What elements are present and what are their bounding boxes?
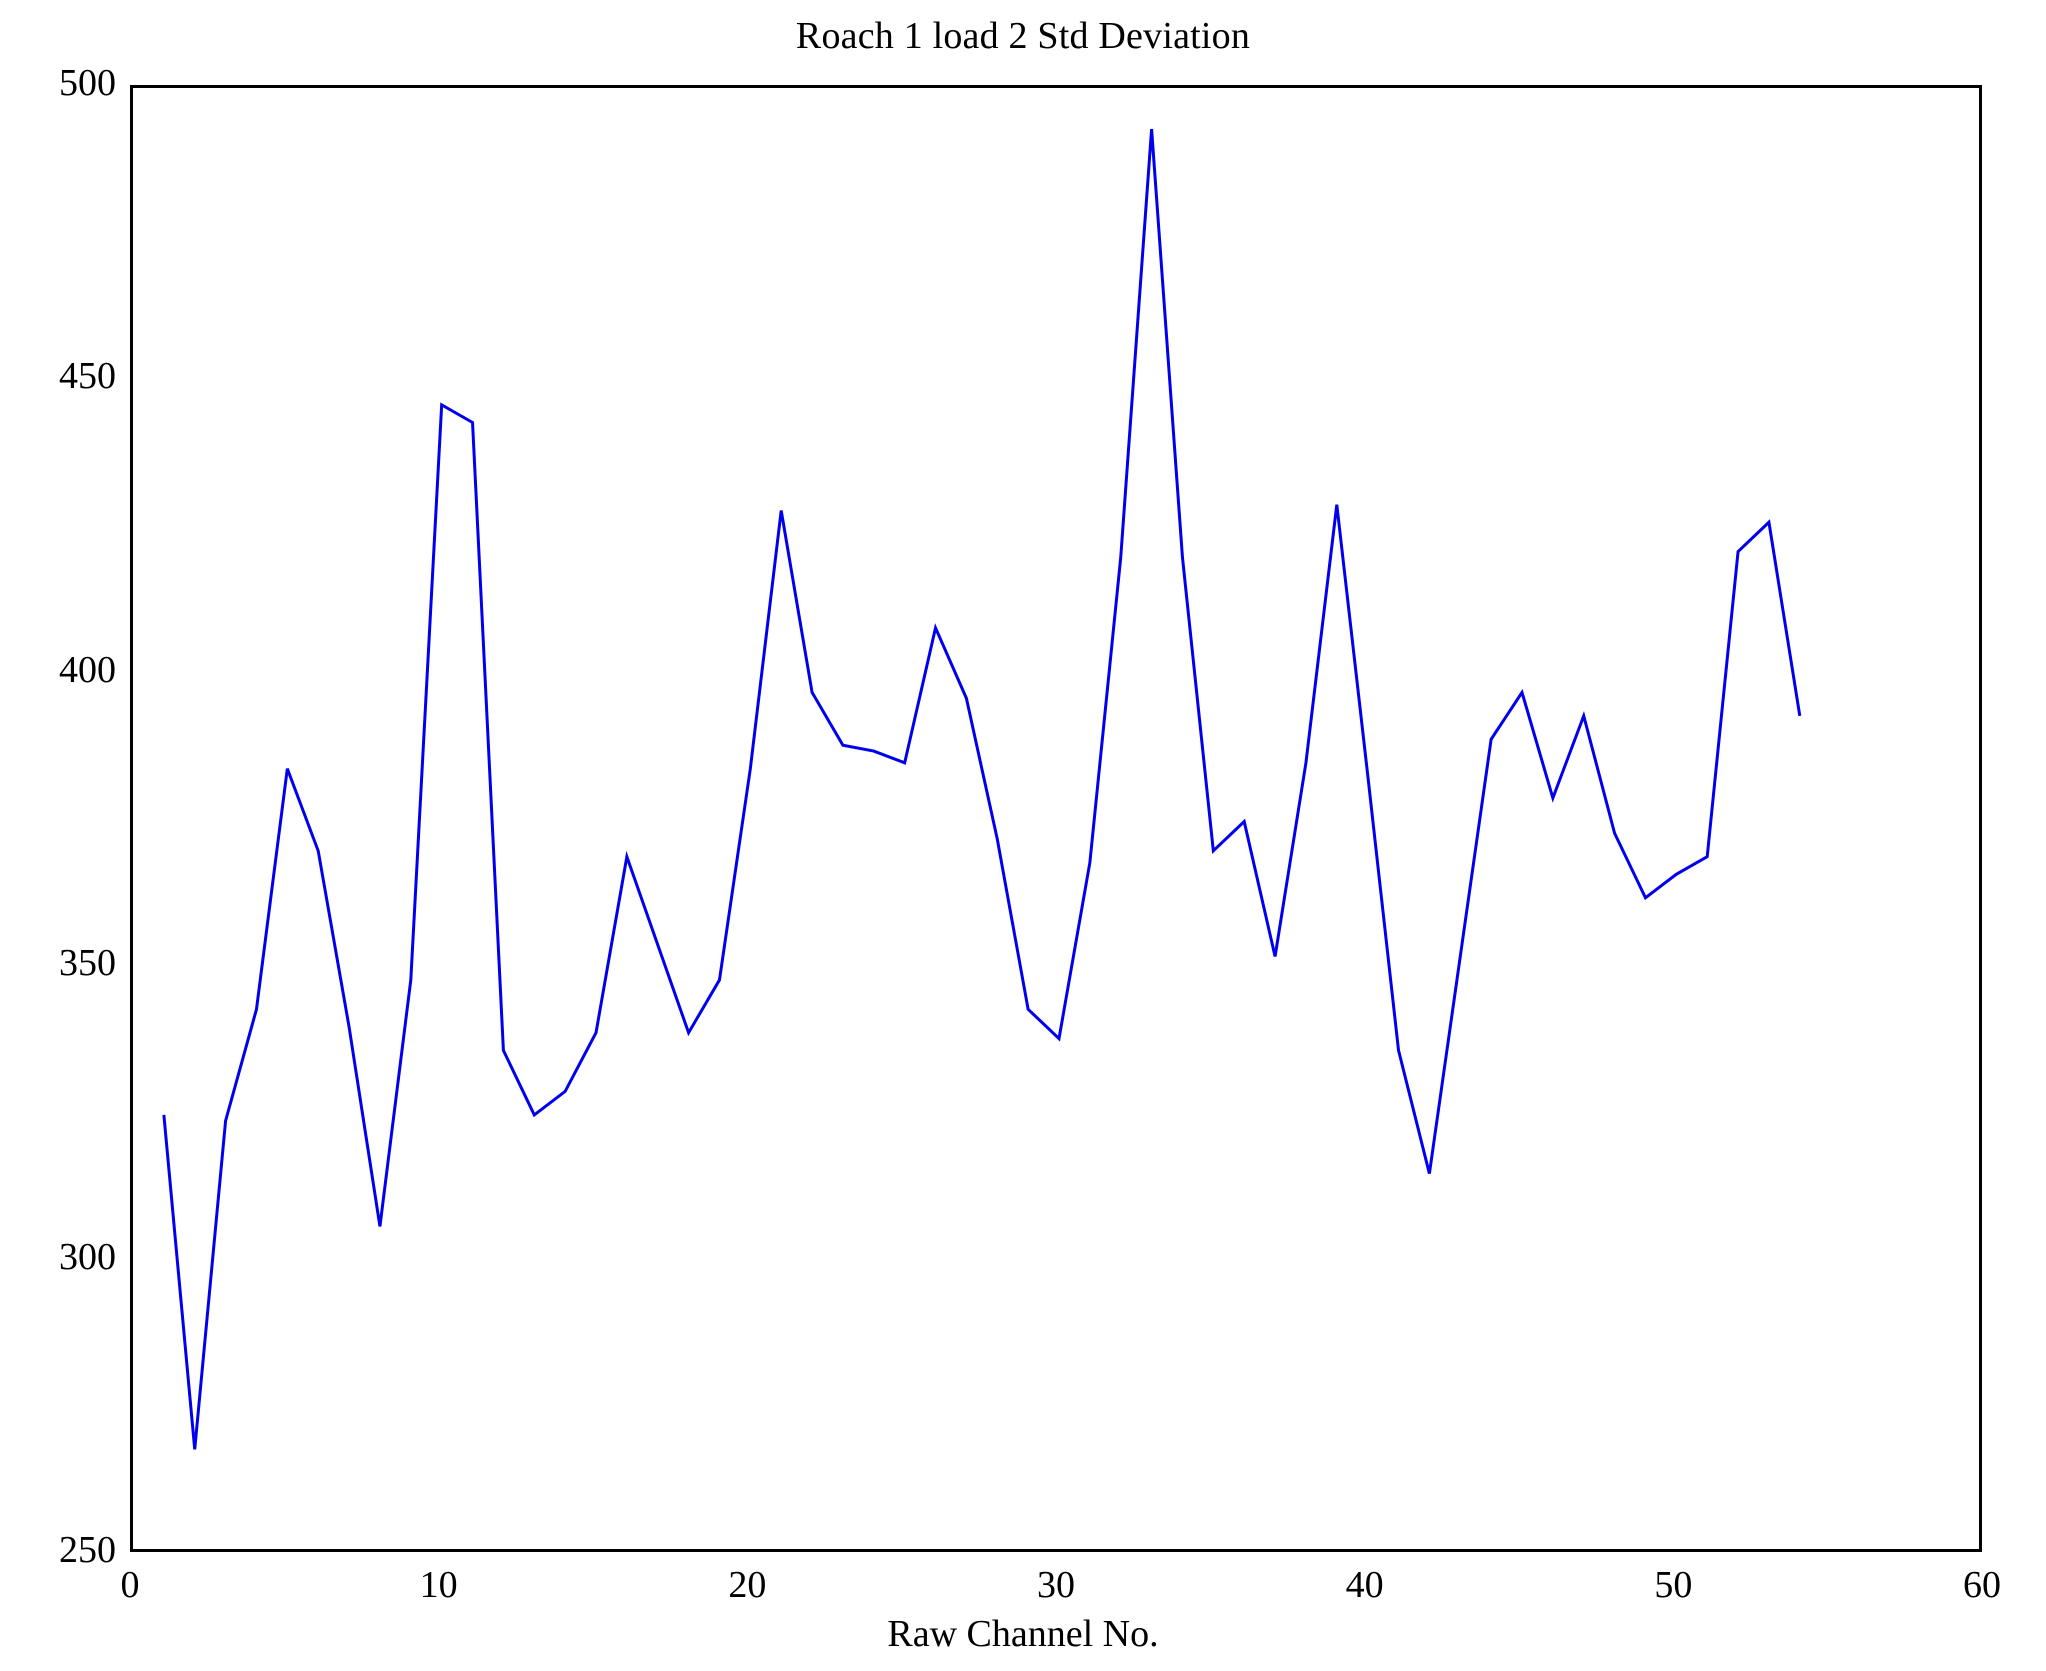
data-line-plot [162, 128, 1802, 1450]
x-tick-label-20: 20 [728, 1564, 767, 1606]
y-tick-label-500: 500 [59, 62, 116, 104]
y-axis-label: Channel Std. deviation [0, 871, 2, 1219]
x-tick-label-30: 30 [1037, 1564, 1075, 1606]
y-tick-label-400: 400 [59, 648, 116, 691]
x-tick-label-40: 40 [1345, 1564, 1384, 1606]
x-axis-label: Raw Channel No. [887, 1613, 1159, 1655]
x-tick-label-60: 60 [1963, 1564, 2001, 1606]
plot-area [130, 85, 1982, 1552]
page-title: Roach 1 load 2 Std Deviation [795, 15, 1251, 57]
x-tick-label-50: 50 [1654, 1564, 1693, 1606]
y-tick-label-450: 450 [59, 355, 116, 398]
y-tick-label-350: 350 [59, 942, 116, 985]
x-tick-label-10: 10 [419, 1564, 458, 1606]
series-polyline [162, 128, 1802, 1450]
y-tick-label-250: 250 [59, 1529, 116, 1571]
x-tick-label-0: 0 [120, 1564, 140, 1606]
y-tick-label-300: 300 [59, 1235, 116, 1278]
